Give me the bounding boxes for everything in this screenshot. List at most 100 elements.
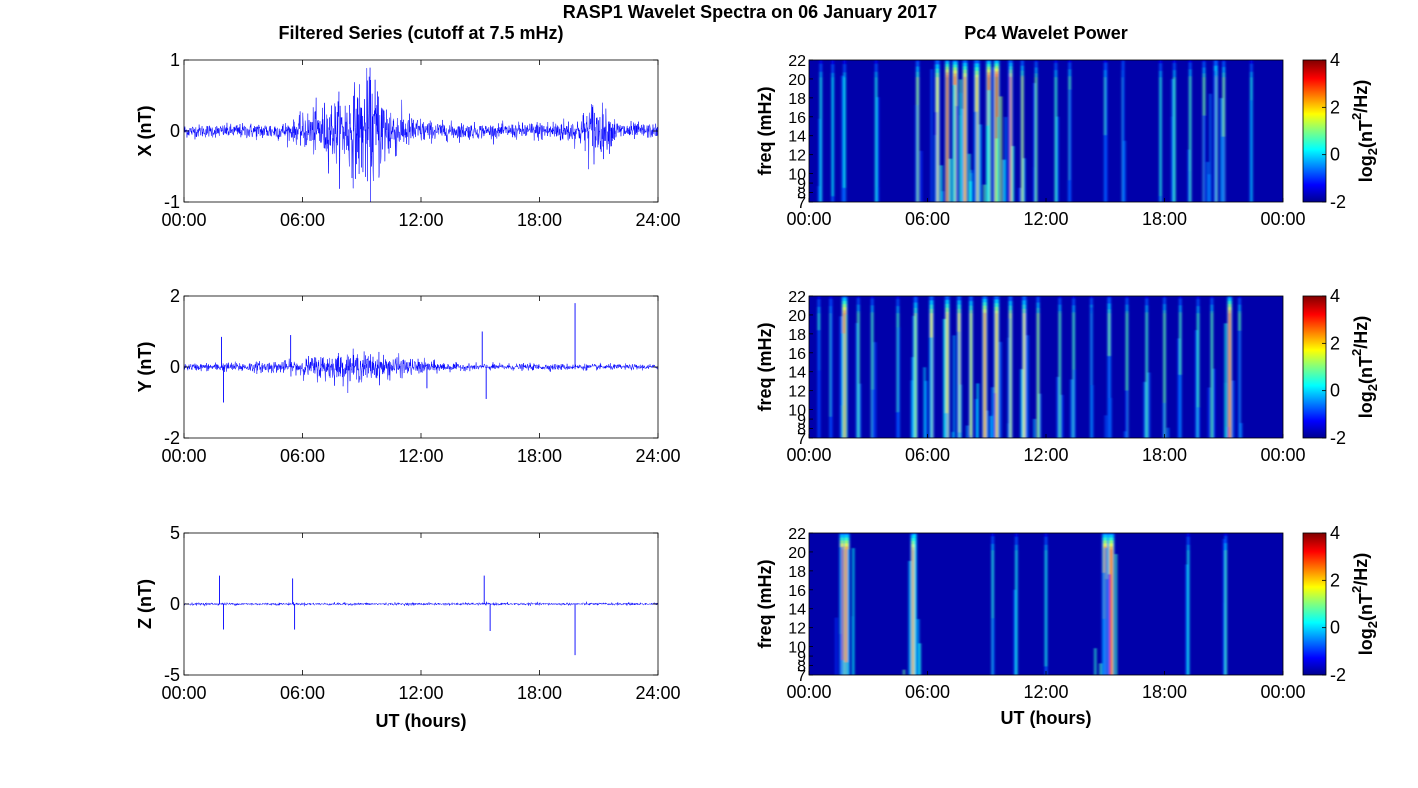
heatmap-streak — [830, 299, 833, 438]
colorbar-label-sub: 2 — [1365, 384, 1380, 391]
heatmap-streak — [1069, 89, 1072, 202]
heatmap-streak — [1037, 313, 1039, 438]
heatmap-streak — [1039, 393, 1041, 438]
heatmap-streak — [874, 342, 876, 438]
colorbar-gradient — [1302, 59, 1327, 203]
x-tick-label: 00:00 — [786, 209, 831, 229]
heatmap-streak — [990, 415, 992, 438]
y-tick-label: -2 — [164, 428, 180, 448]
colorbar-tick-label: -2 — [1330, 428, 1346, 448]
heatmap-streak — [1033, 418, 1036, 438]
x-tick-label: 18:00 — [1142, 209, 1187, 229]
freq-tick-label: 8 — [797, 422, 806, 439]
heatmap-streak — [1226, 427, 1229, 438]
heatmap-streak — [820, 77, 822, 202]
x-tick-label: 18:00 — [1142, 682, 1187, 702]
trace-line — [184, 601, 658, 607]
heatmap-streak — [1102, 572, 1105, 675]
heatmap-streak — [958, 313, 960, 438]
heatmap-streak — [986, 410, 989, 438]
heatmap-streak — [913, 534, 916, 675]
heatmap-streak — [1163, 313, 1166, 438]
heatmap-streak — [953, 84, 956, 202]
y-axis-label: freq (mHz) — [755, 559, 775, 648]
heatmap-streak — [1228, 313, 1231, 438]
freq-tick-label: 16 — [788, 346, 806, 363]
heatmap-streak — [953, 335, 955, 438]
colorbar-tick-label: -2 — [1330, 192, 1346, 212]
heatmap-streak — [876, 187, 879, 202]
heatmap-streak — [1126, 313, 1128, 438]
heatmap-streak — [835, 617, 838, 675]
heatmap-streak — [1007, 337, 1010, 438]
heatmap-streak — [912, 550, 915, 675]
heatmap-streak — [991, 387, 994, 438]
heatmap-streak — [1104, 547, 1107, 675]
heatmap-streak — [1224, 323, 1227, 438]
heatmap-streak — [1018, 187, 1021, 202]
heatmap-streak — [946, 313, 949, 438]
heatmap-streak — [1148, 372, 1150, 438]
heatmap-streak — [1003, 159, 1005, 202]
freq-tick-label: 20 — [788, 308, 806, 325]
y-tick-label: 0 — [170, 357, 180, 377]
x-tick-label: 06:00 — [905, 682, 950, 702]
colorbar-label-sup: 2 — [1349, 586, 1364, 593]
heatmap-streak — [983, 313, 986, 438]
heatmap-streak — [843, 77, 846, 202]
heatmap-streak — [1021, 77, 1024, 202]
heatmap-streak — [1122, 61, 1125, 202]
heatmap-streak — [1222, 136, 1225, 202]
x-tick-label: 18:00 — [517, 446, 562, 466]
heatmap-streak — [1208, 174, 1211, 202]
heatmap-streak — [1015, 550, 1018, 675]
heatmap-streak — [1099, 663, 1102, 675]
heatmap-streak — [843, 313, 846, 438]
heatmap-streak — [952, 431, 954, 438]
colorbar-label-text: /Hz) — [1351, 316, 1371, 349]
heatmap-streak — [841, 75, 844, 202]
x-tick-label: 12:00 — [1023, 445, 1068, 465]
heatmap-streak — [1185, 564, 1188, 675]
heatmap-streak — [857, 313, 860, 438]
freq-tick-label: 14 — [788, 129, 806, 146]
heatmap-streak — [1035, 77, 1037, 202]
heatmap-streak — [1004, 116, 1007, 202]
heatmap-streak — [912, 315, 915, 438]
left-x-axis-label: UT (hours) — [376, 711, 467, 731]
heatmap-streak — [1009, 313, 1012, 438]
heatmap-streak — [920, 150, 923, 202]
heatmap-streak — [925, 380, 928, 438]
colorbar-label-sup: 2 — [1349, 349, 1364, 356]
colorbar-tick-label: 4 — [1330, 286, 1340, 306]
heatmap-streak — [995, 138, 998, 202]
heatmap-streak — [1213, 368, 1216, 438]
heatmap-streak — [897, 313, 899, 438]
heatmap-streak — [966, 425, 969, 438]
x-tick-label: 24:00 — [635, 446, 680, 466]
heatmap-streak — [993, 393, 996, 438]
heatmap-streak — [979, 124, 982, 202]
heatmap-streak — [843, 187, 846, 202]
heatmap-streak — [1187, 550, 1189, 675]
heatmap-streak — [1232, 380, 1235, 438]
x-tick-label: 24:00 — [635, 210, 680, 230]
right-column-title: Pc4 Wavelet Power — [964, 23, 1127, 43]
heatmap-streak — [1108, 355, 1110, 438]
freq-tick-label: 20 — [788, 545, 806, 562]
figure-title: RASP1 Wavelet Spectra on 06 January 2017 — [563, 2, 938, 22]
colorbar-tick-label: 4 — [1330, 50, 1340, 70]
heatmap-streak — [988, 90, 990, 202]
heatmap-streak — [1214, 70, 1217, 202]
heatmap-streak — [1197, 313, 1199, 438]
heatmap-streak — [845, 550, 848, 675]
heatmap-streak — [975, 399, 977, 438]
heatmap-streak — [1171, 78, 1174, 202]
x-tick-label: 00:00 — [1260, 445, 1305, 465]
x-tick-label: 06:00 — [280, 683, 325, 703]
x-tick-label: 06:00 — [905, 445, 950, 465]
freq-tick-label: 7 — [797, 668, 806, 685]
heatmap-streak — [845, 662, 847, 675]
